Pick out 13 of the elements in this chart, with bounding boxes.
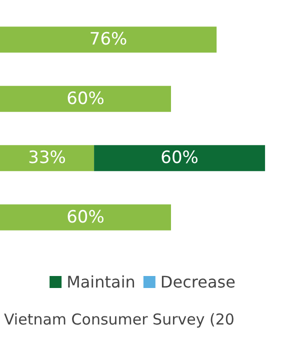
bar xyxy=(94,145,266,172)
data-label: 60% xyxy=(66,88,104,109)
bar xyxy=(0,145,94,172)
data-label: 60% xyxy=(66,207,104,228)
bar xyxy=(0,204,171,230)
data-label: 76% xyxy=(89,30,128,50)
legend-label: Decrease xyxy=(160,272,236,292)
bar xyxy=(0,26,217,53)
text: Vietnam Consumer Survey (20 xyxy=(4,310,234,328)
bar xyxy=(0,86,171,112)
data-label: 60% xyxy=(160,148,198,168)
legend-label: Maintain xyxy=(66,272,136,292)
data-label: 33% xyxy=(28,148,66,168)
